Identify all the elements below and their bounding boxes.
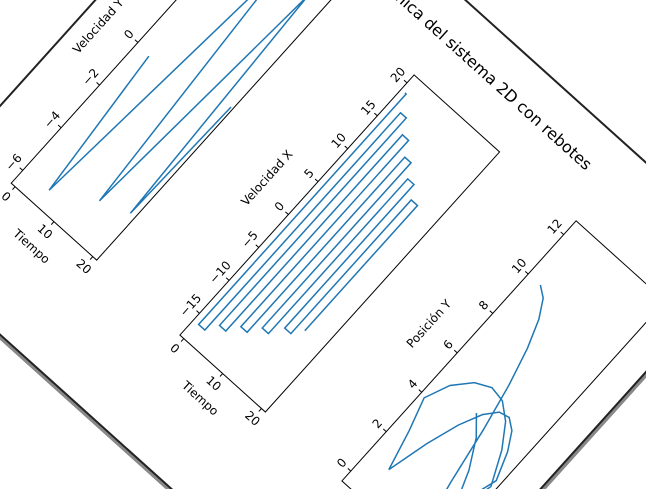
y-tick: [560, 231, 565, 235]
y-tick: [19, 167, 24, 171]
y-tick: [403, 79, 408, 84]
y-tick: [489, 310, 494, 314]
y-tick: [57, 124, 62, 129]
y-tick: [382, 428, 387, 433]
y-tick: [524, 270, 529, 275]
x-tick: [219, 373, 224, 377]
y-tick: [134, 39, 139, 43]
y-tick: [196, 310, 200, 314]
x-tick: [50, 221, 55, 225]
x-tick: [89, 256, 94, 260]
y-tick: [314, 178, 319, 182]
y-tick: [225, 277, 230, 281]
data-line: [388, 284, 544, 489]
y-tick: [344, 145, 349, 150]
data-line: [197, 92, 419, 335]
y-tick: [374, 112, 378, 117]
y-tick: [96, 82, 100, 86]
x-tick: [12, 186, 16, 190]
y-tick: [255, 244, 260, 248]
y-tick: [285, 211, 289, 215]
data-line: [48, 0, 309, 214]
x-tick: [258, 408, 262, 412]
x-tick: [180, 338, 185, 342]
y-tick: [453, 349, 458, 354]
axes-frame: [341, 220, 646, 489]
y-tick: [347, 468, 352, 472]
y-tick: [418, 389, 423, 393]
